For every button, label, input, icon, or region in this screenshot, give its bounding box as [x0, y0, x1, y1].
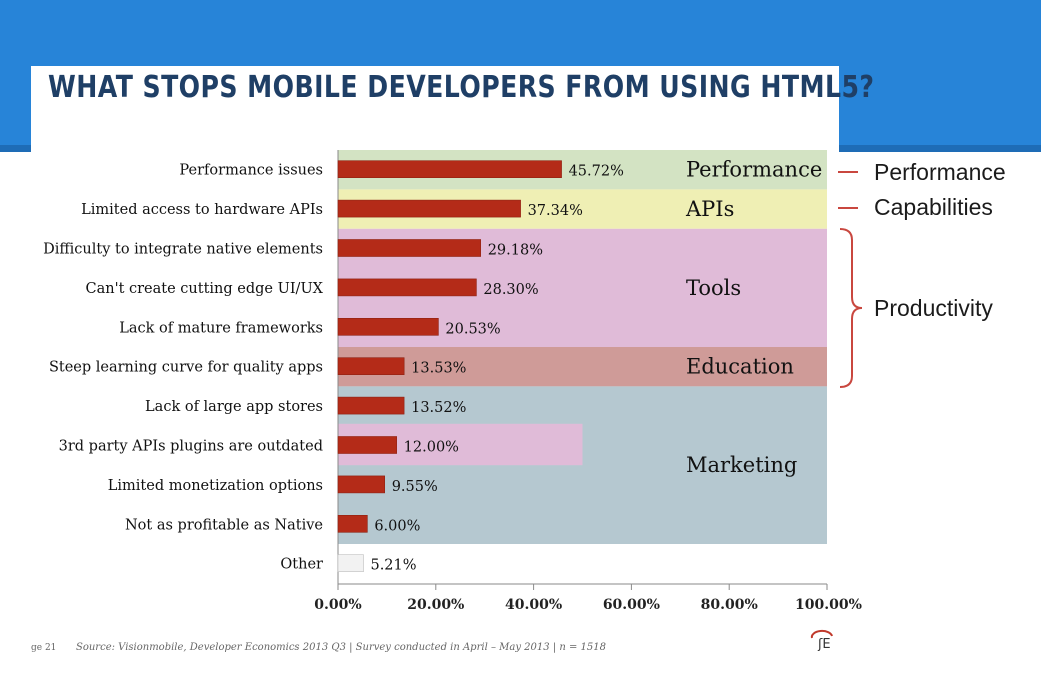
group-label-marketing: Marketing: [686, 453, 797, 477]
side-label-capabilities: Capabilities: [874, 194, 993, 220]
bar-7: [337, 396, 405, 415]
value-label: 29.18%: [488, 243, 543, 259]
value-label: 13.53%: [411, 361, 466, 377]
value-label: 13.52%: [411, 400, 466, 416]
x-tick-label: 80.00%: [701, 597, 758, 613]
svg-text:ʃE: ʃE: [817, 637, 831, 652]
category-label: Lack of mature frameworks: [119, 320, 323, 336]
visionmobile-logo-icon: ʃE: [806, 628, 840, 652]
category-label: Lack of large app stores: [145, 399, 323, 415]
value-label: 5.21%: [370, 558, 416, 574]
value-label: 45.72%: [569, 164, 624, 180]
group-label-education: Education: [686, 355, 794, 379]
side-label-performance: Performance: [874, 159, 1006, 185]
category-label: Can't create cutting edge UI/UX: [86, 281, 324, 297]
category-label: Difficulty to integrate native elements: [43, 242, 323, 258]
category-label: Performance issues: [179, 163, 323, 179]
category-label: Steep learning curve for quality apps: [49, 360, 323, 376]
group-band-education: [338, 347, 827, 387]
group-label-performance: Performance: [686, 158, 822, 182]
category-label: Other: [280, 557, 323, 573]
value-label: 28.30%: [483, 282, 538, 298]
group-label-tools: Tools: [686, 276, 741, 300]
side-label-productivity: Productivity: [874, 295, 993, 321]
page-number: ge 21: [31, 643, 57, 653]
slide-title: WHAT STOPS MOBILE DEVELOPERS FROM USING …: [48, 70, 875, 105]
x-tick-label: 20.00%: [407, 597, 464, 613]
bar-2: [337, 199, 521, 218]
value-label: 20.53%: [445, 321, 500, 337]
bar-9: [337, 475, 385, 494]
value-label: 37.34%: [528, 203, 583, 219]
value-label: 9.55%: [392, 479, 438, 495]
x-tick-label: 40.00%: [505, 597, 562, 613]
x-tick-label: 60.00%: [603, 597, 660, 613]
category-label: Limited access to hardware APIs: [81, 202, 323, 218]
category-label: Limited monetization options: [108, 478, 323, 494]
bar-3: [337, 239, 481, 257]
x-tick-label: 0.00%: [314, 597, 361, 613]
category-label: Not as profitable as Native: [125, 517, 323, 533]
bar-10: [337, 514, 368, 533]
bar-6: [337, 357, 405, 376]
x-tick-label: 100.00%: [795, 597, 862, 613]
value-label: 6.00%: [374, 518, 420, 534]
productivity-brace-icon: [839, 228, 863, 388]
bar-5: [337, 317, 439, 336]
category-label: 3rd party APIs plugins are outdated: [59, 439, 323, 455]
bar-11: [337, 554, 364, 573]
source-note: Source: Visionmobile, Developer Economic…: [76, 642, 606, 653]
group-band-marketing: [338, 386, 827, 544]
bar-4: [337, 278, 477, 297]
group-label-apis: APIs: [685, 197, 734, 221]
value-label: 12.00%: [404, 440, 459, 456]
bar-1: [337, 160, 562, 178]
bar-8: [337, 436, 397, 454]
